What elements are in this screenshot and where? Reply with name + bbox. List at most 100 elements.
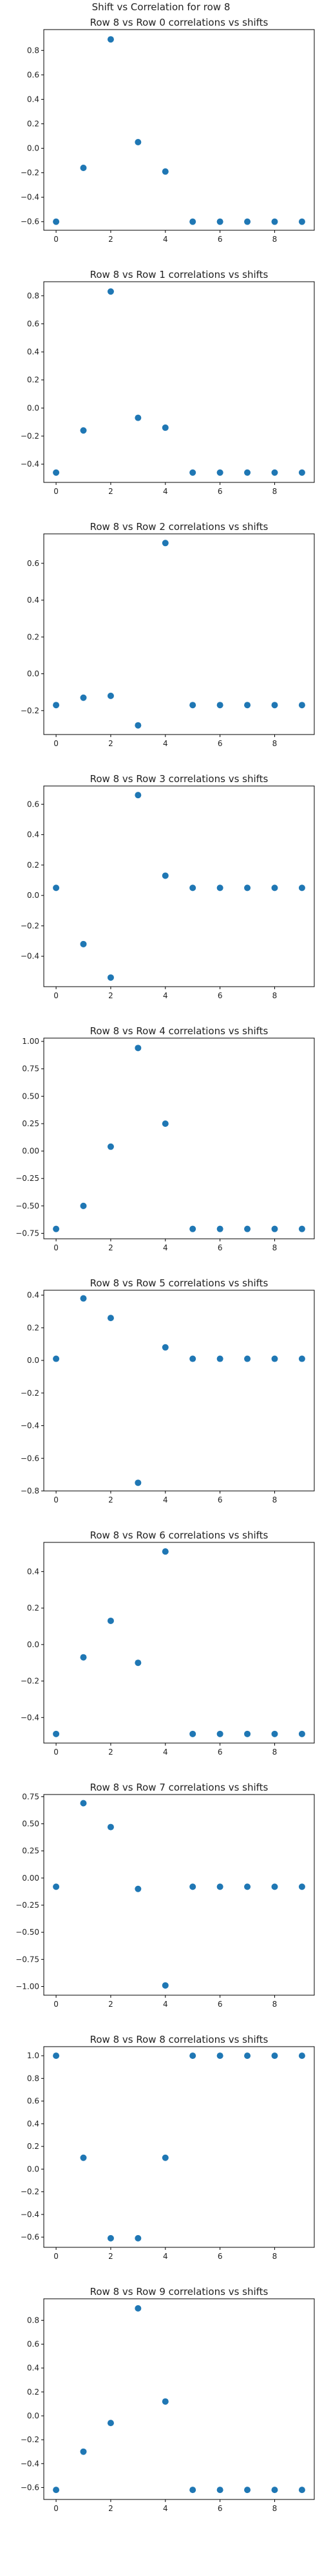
data-point: [189, 2052, 196, 2060]
data-point: [298, 1225, 305, 1232]
y-tick-label: 0.0: [27, 2411, 39, 2420]
axes-frame: [43, 2298, 315, 2500]
data-point: [107, 1143, 114, 1150]
subplot-stack: Row 8 vs Row 0 correlations vs shifts −0.…: [15, 17, 315, 2513]
y-tick-label: 0.0: [27, 2164, 39, 2173]
data-point: [135, 2305, 142, 2312]
subplot-8: Row 8 vs Row 8 correlations vs shifts −0.…: [21, 2034, 315, 2261]
data-point: [271, 218, 278, 225]
x-tick-label: 0: [53, 2252, 59, 2261]
x-tick-label: 8: [272, 487, 278, 496]
data-point: [271, 702, 278, 709]
axes-frame: [43, 29, 315, 231]
data-point: [271, 1355, 278, 1362]
x-tick-label: 8: [272, 2000, 278, 2009]
y-tick-label: −0.4: [21, 2210, 39, 2219]
data-point: [80, 1654, 87, 1661]
x-tick-label: 4: [163, 235, 168, 244]
x-tick-label: 2: [108, 991, 113, 1000]
data-point: [135, 414, 142, 421]
y-tick-label: 0.0: [27, 1640, 39, 1649]
x-tick-label: 0: [53, 487, 59, 496]
y-tick-label: −0.2: [21, 1677, 39, 1686]
y-tick-label: 1.00: [22, 1037, 39, 1046]
x-tick-label: 6: [218, 1495, 223, 1504]
data-point: [244, 1355, 251, 1362]
data-point: [244, 2487, 251, 2494]
y-tick-label: 0.4: [27, 1291, 39, 1300]
data-point: [162, 1120, 169, 1127]
x-tick-label: 2: [108, 1243, 113, 1252]
data-point: [135, 2234, 142, 2242]
y-tick-label: 0.4: [27, 95, 39, 104]
axes-frame: [43, 1037, 315, 1239]
data-point: [216, 1355, 223, 1362]
y-tick-label: 0.2: [27, 1323, 39, 1332]
x-tick-label: 4: [163, 1495, 168, 1504]
y-tick-label: 0.8: [27, 46, 39, 55]
y-tick-label: 0.00: [22, 1874, 39, 1883]
x-tick-label: 6: [218, 235, 223, 244]
data-point: [53, 2487, 60, 2494]
subplot-title: Row 8 vs Row 3 correlations vs shifts: [90, 773, 269, 785]
x-tick-label: 0: [53, 2000, 59, 2009]
y-tick-label: 0.8: [27, 2074, 39, 2083]
x-tick-label: 6: [218, 2252, 223, 2261]
subplot-title: Row 8 vs Row 2 correlations vs shifts: [90, 521, 269, 533]
data-point: [271, 1225, 278, 1232]
x-tick-label: 2: [108, 739, 113, 748]
data-point: [135, 1885, 142, 1892]
subplot-title: Row 8 vs Row 9 correlations vs shifts: [90, 2286, 269, 2297]
data-point: [53, 1883, 60, 1890]
subplot-6: Row 8 vs Row 6 correlations vs shifts −0.…: [21, 1530, 315, 1757]
y-tick-label: −0.4: [21, 193, 39, 202]
x-tick-label: 4: [163, 739, 168, 748]
data-point: [53, 218, 60, 225]
y-tick-label: 0.4: [27, 2119, 39, 2128]
data-point: [162, 1982, 169, 1989]
x-tick-label: 6: [218, 1748, 223, 1757]
data-point: [244, 884, 251, 891]
data-point: [107, 974, 114, 981]
subplot-title: Row 8 vs Row 1 correlations vs shifts: [90, 269, 269, 280]
y-tick-label: −0.4: [21, 1713, 39, 1722]
x-tick-label: 4: [163, 2504, 168, 2513]
y-tick-label: 0.4: [27, 1567, 39, 1576]
axes-frame: [43, 2046, 315, 2248]
data-point: [107, 692, 114, 699]
y-tick-label: 0.50: [22, 1092, 39, 1101]
y-tick-label: −0.2: [21, 2435, 39, 2444]
y-tick-label: 0.25: [22, 1119, 39, 1128]
x-tick-label: 8: [272, 1495, 278, 1504]
data-point: [189, 884, 196, 891]
data-point: [298, 469, 305, 476]
data-point: [189, 2487, 196, 2494]
axes-frame: [43, 281, 315, 483]
data-point: [107, 2234, 114, 2242]
x-tick-label: 6: [218, 1243, 223, 1252]
y-tick-label: −0.2: [21, 169, 39, 178]
data-point: [162, 2154, 169, 2161]
y-tick-label: −0.2: [21, 706, 39, 715]
data-point: [298, 2052, 305, 2060]
data-point: [216, 1225, 223, 1232]
data-point: [107, 1315, 114, 1322]
data-point: [216, 2487, 223, 2494]
data-point: [107, 36, 114, 43]
data-point: [271, 469, 278, 476]
subplot-title: Row 8 vs Row 8 correlations vs shifts: [90, 2034, 269, 2045]
data-point: [189, 1883, 196, 1890]
y-tick-label: 0.2: [27, 632, 39, 641]
axes-frame: [43, 1542, 315, 1744]
data-point: [80, 2154, 87, 2161]
x-tick-label: 8: [272, 991, 278, 1000]
data-point: [53, 1730, 60, 1737]
data-point: [298, 1883, 305, 1890]
data-point: [135, 792, 142, 799]
x-tick-label: 2: [108, 2252, 113, 2261]
data-point: [80, 164, 87, 171]
x-tick-label: 8: [272, 1748, 278, 1757]
x-tick-label: 0: [53, 739, 59, 748]
data-point: [135, 1479, 142, 1486]
